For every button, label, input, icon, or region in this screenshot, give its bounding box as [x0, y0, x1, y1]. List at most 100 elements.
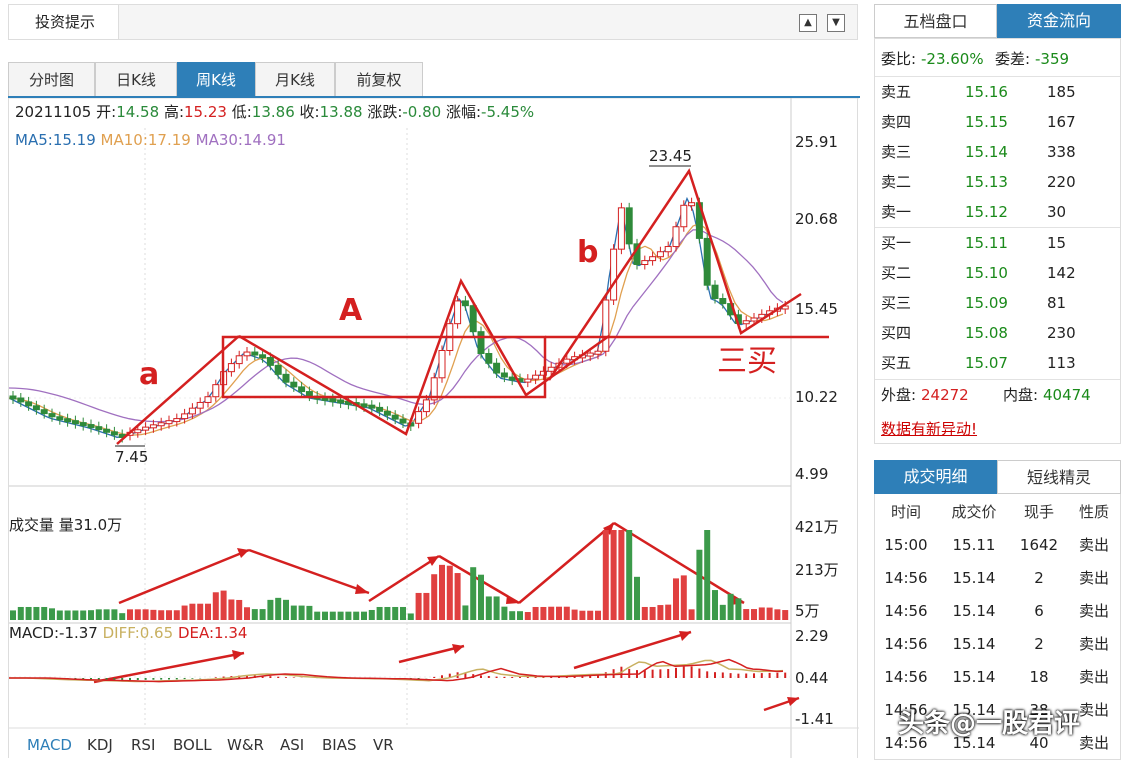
indicator-tab-vr[interactable]: VR [373, 736, 394, 754]
trade-price: 15.14 [952, 701, 996, 719]
tab-order-book-active[interactable]: 五档盘口 [874, 4, 997, 38]
ask-volume: 30 [1047, 203, 1067, 221]
bid-row: 买一 15.11 15 [875, 228, 1120, 258]
trade-row: 14:56 15.14 2 卖出 [875, 628, 1120, 661]
candle-body [680, 204, 688, 228]
candle-body [391, 414, 399, 420]
ma10-label: MA10: [101, 131, 148, 149]
ask-level: 卖四 [881, 113, 912, 131]
close-label: 收: [300, 103, 320, 121]
ma30-value: 14.91 [243, 131, 286, 149]
separator [875, 227, 1120, 228]
volume-bar [665, 604, 672, 620]
macd-histogram [9, 658, 787, 683]
volume-bar [80, 610, 87, 620]
bid-row: 买五 15.07 113 [875, 348, 1120, 378]
volume-label: 成交量 量31.0万 [9, 516, 122, 534]
volume-bar [314, 611, 321, 620]
volume-bar [392, 606, 399, 620]
kline-chart-panel[interactable]: 20211105 开:14.58 高:15.23 低:13.86 收:13.88… [8, 97, 859, 758]
col-time: 时间 [890, 503, 921, 521]
candle-body [181, 413, 189, 420]
trade-row: 14:56 15.14 38 卖出 [875, 694, 1120, 727]
macd-value: -1.37 [59, 624, 98, 642]
volume-bar [72, 610, 79, 620]
tab-trade-detail[interactable]: 成交明细 [874, 460, 997, 494]
tab-forward-adjust[interactable]: 前复权 [335, 62, 423, 96]
volume-bar [657, 605, 664, 620]
trade-type: 卖出 [1078, 701, 1109, 719]
bid-price: 15.11 [965, 234, 1008, 252]
tab-short-term-sprite[interactable]: 短线精灵 [997, 460, 1121, 494]
candle-body [664, 246, 672, 253]
tab-monthly-k[interactable]: 月K线 [255, 62, 335, 96]
anomaly-alert-link[interactable]: 数据有新异动! [881, 420, 978, 438]
trade-time: 14:56 [884, 734, 928, 752]
kline-chart[interactable]: 20211105 开:14.58 高:15.23 低:13.86 收:13.88… [8, 97, 859, 758]
trade-row: 15:00 15.11 1642 卖出 [875, 529, 1120, 562]
candle-body [438, 350, 446, 379]
macd-tick: 0.44 [795, 669, 828, 687]
candle-body [56, 416, 64, 421]
tab-underline [8, 96, 860, 98]
volume-bar [56, 610, 63, 620]
candle-body [602, 299, 610, 352]
candle-body [688, 202, 696, 207]
candle-body [493, 362, 501, 374]
trade-volume: 40 [1029, 734, 1049, 752]
macd-arrow [573, 630, 692, 670]
candle-body [703, 237, 711, 286]
candle-body [399, 418, 407, 424]
candle-body [641, 260, 649, 266]
tab-capital-flow[interactable]: 资金流向 [997, 4, 1121, 38]
scroll-up-icon[interactable]: ▲ [799, 14, 817, 32]
volume-bar [649, 606, 656, 620]
trade-detail-panel: 时间 成交价 现手 性质 15:00 15.11 1642 卖出 14:56 15.14 2… [874, 494, 1121, 760]
candle-body [110, 431, 118, 436]
indicator-tab-boll[interactable]: BOLL [173, 736, 212, 754]
trade-time: 14:56 [884, 701, 928, 719]
indicator-tab-rsi[interactable]: RSI [131, 736, 155, 754]
volume-bar [41, 606, 48, 620]
trade-price: 15.14 [952, 734, 996, 752]
volume-bar [17, 606, 24, 620]
inner-value: 40474 [1043, 386, 1091, 404]
volume-bar [95, 609, 102, 620]
tab-intraday[interactable]: 分时图 [8, 62, 95, 96]
tab-weekly-k[interactable]: 周K线 [177, 62, 255, 96]
weicha-value: -359 [1035, 50, 1070, 68]
open-value: 14.58 [116, 103, 159, 121]
indicator-tab-wr[interactable]: W&R [227, 736, 264, 754]
candle-body [32, 405, 40, 411]
candle-body [251, 351, 259, 356]
volume-bar [337, 611, 344, 620]
volume-bar [25, 606, 32, 620]
candle-body [103, 428, 111, 433]
indicator-tab-bias[interactable]: BIAS [322, 736, 357, 754]
scroll-down-icon[interactable]: ▼ [827, 14, 845, 32]
change-label: 涨跌: [367, 103, 402, 121]
candle-body [282, 373, 290, 383]
trade-price: 15.11 [952, 536, 996, 554]
bid-level: 买二 [881, 264, 912, 282]
vol-arrow [518, 522, 615, 604]
volume-bar [10, 610, 16, 620]
volume-bar [673, 578, 679, 620]
trade-type: 卖出 [1078, 602, 1109, 620]
candle-body [64, 418, 72, 423]
ma10-value: 17.19 [148, 131, 191, 149]
volume-bar [704, 530, 711, 620]
candle-body [243, 351, 251, 357]
indicator-tab-asi[interactable]: ASI [280, 736, 304, 754]
trade-row: 14:56 15.14 6 卖出 [875, 595, 1120, 628]
watermark-text: 头条@一股君评 [898, 709, 1081, 739]
candle-body [750, 317, 758, 322]
volume-bar [244, 607, 250, 620]
tab-daily-k[interactable]: 日K线 [95, 62, 177, 96]
indicator-tab-macd[interactable]: MACD [27, 736, 72, 754]
candle-body [165, 420, 173, 425]
ma30-label: MA30: [196, 131, 243, 149]
ma-line [8, 222, 784, 436]
ma5-value: 15.19 [53, 131, 96, 149]
indicator-tab-kdj[interactable]: KDJ [87, 736, 113, 754]
